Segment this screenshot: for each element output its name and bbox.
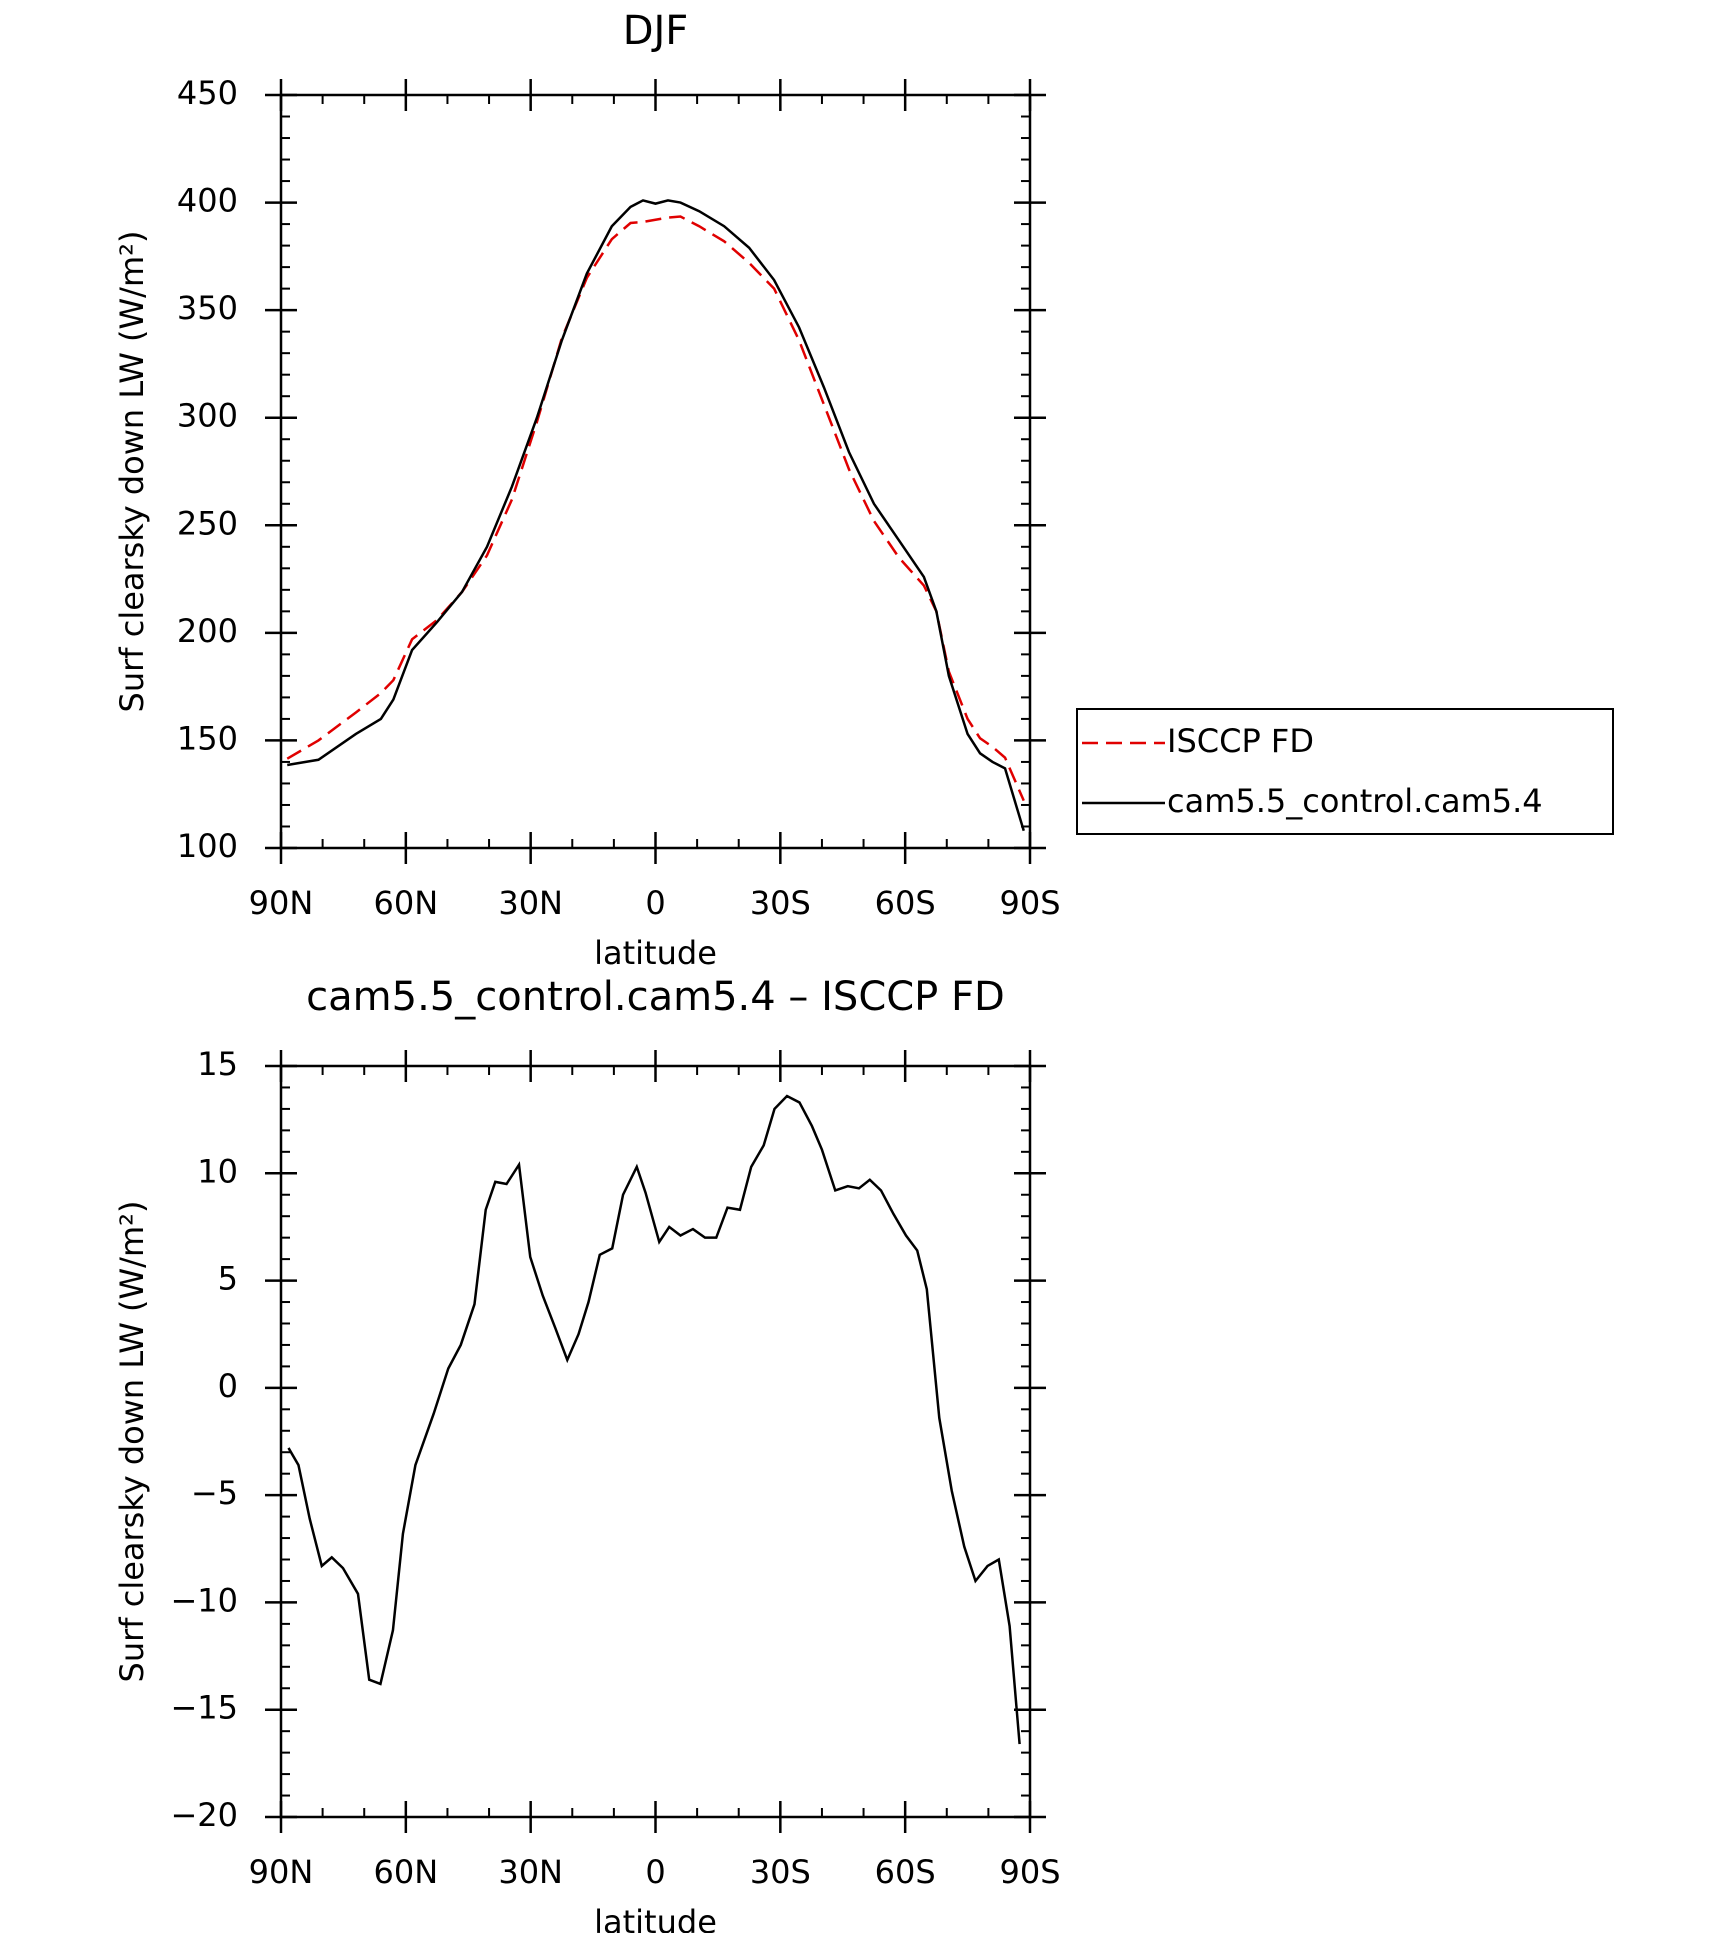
x-tick-label: 30S bbox=[750, 884, 811, 922]
y-tick-label: −15 bbox=[170, 1689, 238, 1727]
chart-title: cam5.5_control.cam5.4 – ISCCP FD bbox=[306, 974, 1005, 1020]
x-tick-label: 90S bbox=[999, 884, 1060, 922]
x-tick-label: 60S bbox=[875, 884, 936, 922]
y-tick-label: 250 bbox=[177, 504, 238, 542]
x-tick-label: 90N bbox=[249, 884, 314, 922]
y-tick-label: 350 bbox=[177, 289, 238, 327]
y-tick-label: 100 bbox=[177, 827, 238, 865]
y-tick-label: 150 bbox=[177, 719, 238, 757]
y-tick-label: 5 bbox=[218, 1260, 238, 1298]
data-line bbox=[287, 199, 1025, 832]
y-axis-label: Surf clearsky down LW (W/m²) bbox=[113, 231, 151, 713]
y-tick-label: 10 bbox=[197, 1152, 238, 1190]
x-tick-label: 30N bbox=[498, 1853, 563, 1891]
y-axis-label: Surf clearsky down LW (W/m²) bbox=[113, 1201, 151, 1683]
x-tick-label: 90S bbox=[999, 1853, 1060, 1891]
y-tick-label: −5 bbox=[191, 1474, 238, 1512]
x-tick-label: 0 bbox=[645, 1853, 665, 1891]
x-tick-label: 30N bbox=[498, 884, 563, 922]
y-tick-label: 15 bbox=[197, 1045, 238, 1083]
plot-frame bbox=[279, 93, 1032, 850]
x-tick-label: 60N bbox=[374, 884, 439, 922]
x-tick-label: 30S bbox=[750, 1853, 811, 1891]
y-tick-label: 450 bbox=[177, 74, 238, 112]
x-tick-label: 60S bbox=[875, 1853, 936, 1891]
y-tick-label: −20 bbox=[170, 1796, 238, 1834]
x-tick-label: 90N bbox=[249, 1853, 314, 1891]
y-tick-label: 300 bbox=[177, 397, 238, 435]
y-tick-label: 0 bbox=[218, 1367, 238, 1405]
y-tick-label: 200 bbox=[177, 612, 238, 650]
legend-box bbox=[1076, 708, 1614, 835]
legend-label: cam5.5_control.cam5.4 bbox=[1167, 782, 1543, 820]
x-tick-label: 0 bbox=[645, 884, 665, 922]
y-tick-label: 400 bbox=[177, 182, 238, 220]
chart-title: DJF bbox=[623, 8, 689, 54]
data-line bbox=[287, 1094, 1021, 1745]
x-axis-label: latitude bbox=[594, 1903, 717, 1933]
plot-frame bbox=[279, 1064, 1032, 1819]
x-axis-label: latitude bbox=[594, 934, 717, 972]
legend-label: ISCCP FD bbox=[1167, 722, 1314, 760]
y-tick-label: −10 bbox=[170, 1581, 238, 1619]
x-tick-label: 60N bbox=[374, 1853, 439, 1891]
data-line bbox=[286, 215, 1025, 802]
